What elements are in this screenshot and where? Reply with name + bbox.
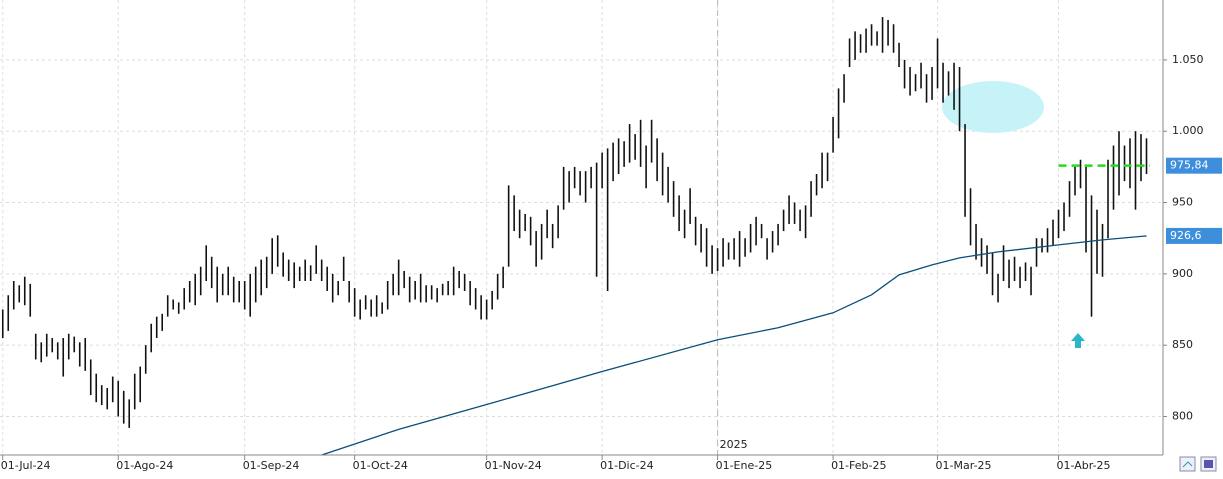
- y-tick-label: 850: [1172, 338, 1193, 351]
- highlight-ellipse: [942, 81, 1044, 133]
- axes: 800 850 900 950 1.000 1.050 01-Jul-24 01-Ago-24…: [1, 53, 1222, 472]
- price-tag: [1166, 227, 1222, 244]
- x-tick-label: 01-Ene-25: [716, 459, 773, 472]
- x-tick-label: 01-Abr-25: [1057, 459, 1111, 472]
- arrow-up: [1071, 333, 1085, 348]
- x-tick-label: 01-Mar-25: [936, 459, 992, 472]
- grid: [0, 0, 1163, 455]
- x-tick-label: 01-Ago-24: [116, 459, 173, 472]
- plot: [1, 17, 1150, 456]
- y-tick-label: 950: [1172, 196, 1193, 209]
- x-tick-label: 01-Dic-24: [600, 459, 654, 472]
- y-tick-label: 1.000: [1172, 124, 1204, 137]
- x-tick-label: 01-Jul-24: [1, 459, 51, 472]
- price-tag: [1166, 157, 1222, 174]
- y-tick-label: 800: [1172, 409, 1193, 422]
- x-tick-label: 01-Feb-25: [831, 459, 886, 472]
- y-tick-label: 1.050: [1172, 53, 1204, 66]
- zoom-icon: [1182, 461, 1193, 468]
- save-icon: [1204, 460, 1213, 468]
- y-tick-label: 900: [1172, 267, 1193, 280]
- zoom-button[interactable]: [1179, 456, 1196, 472]
- moving-average: [321, 235, 1147, 456]
- x-tick-label: 01-Sep-24: [243, 459, 300, 472]
- price-tag-label: 926,6: [1170, 229, 1202, 242]
- x-tick-label: 01-Nov-24: [485, 459, 542, 472]
- x-tick-label: 01-Oct-24: [353, 459, 408, 472]
- year-label: 2025: [720, 438, 748, 451]
- price-tag-label: 975,84: [1170, 159, 1209, 172]
